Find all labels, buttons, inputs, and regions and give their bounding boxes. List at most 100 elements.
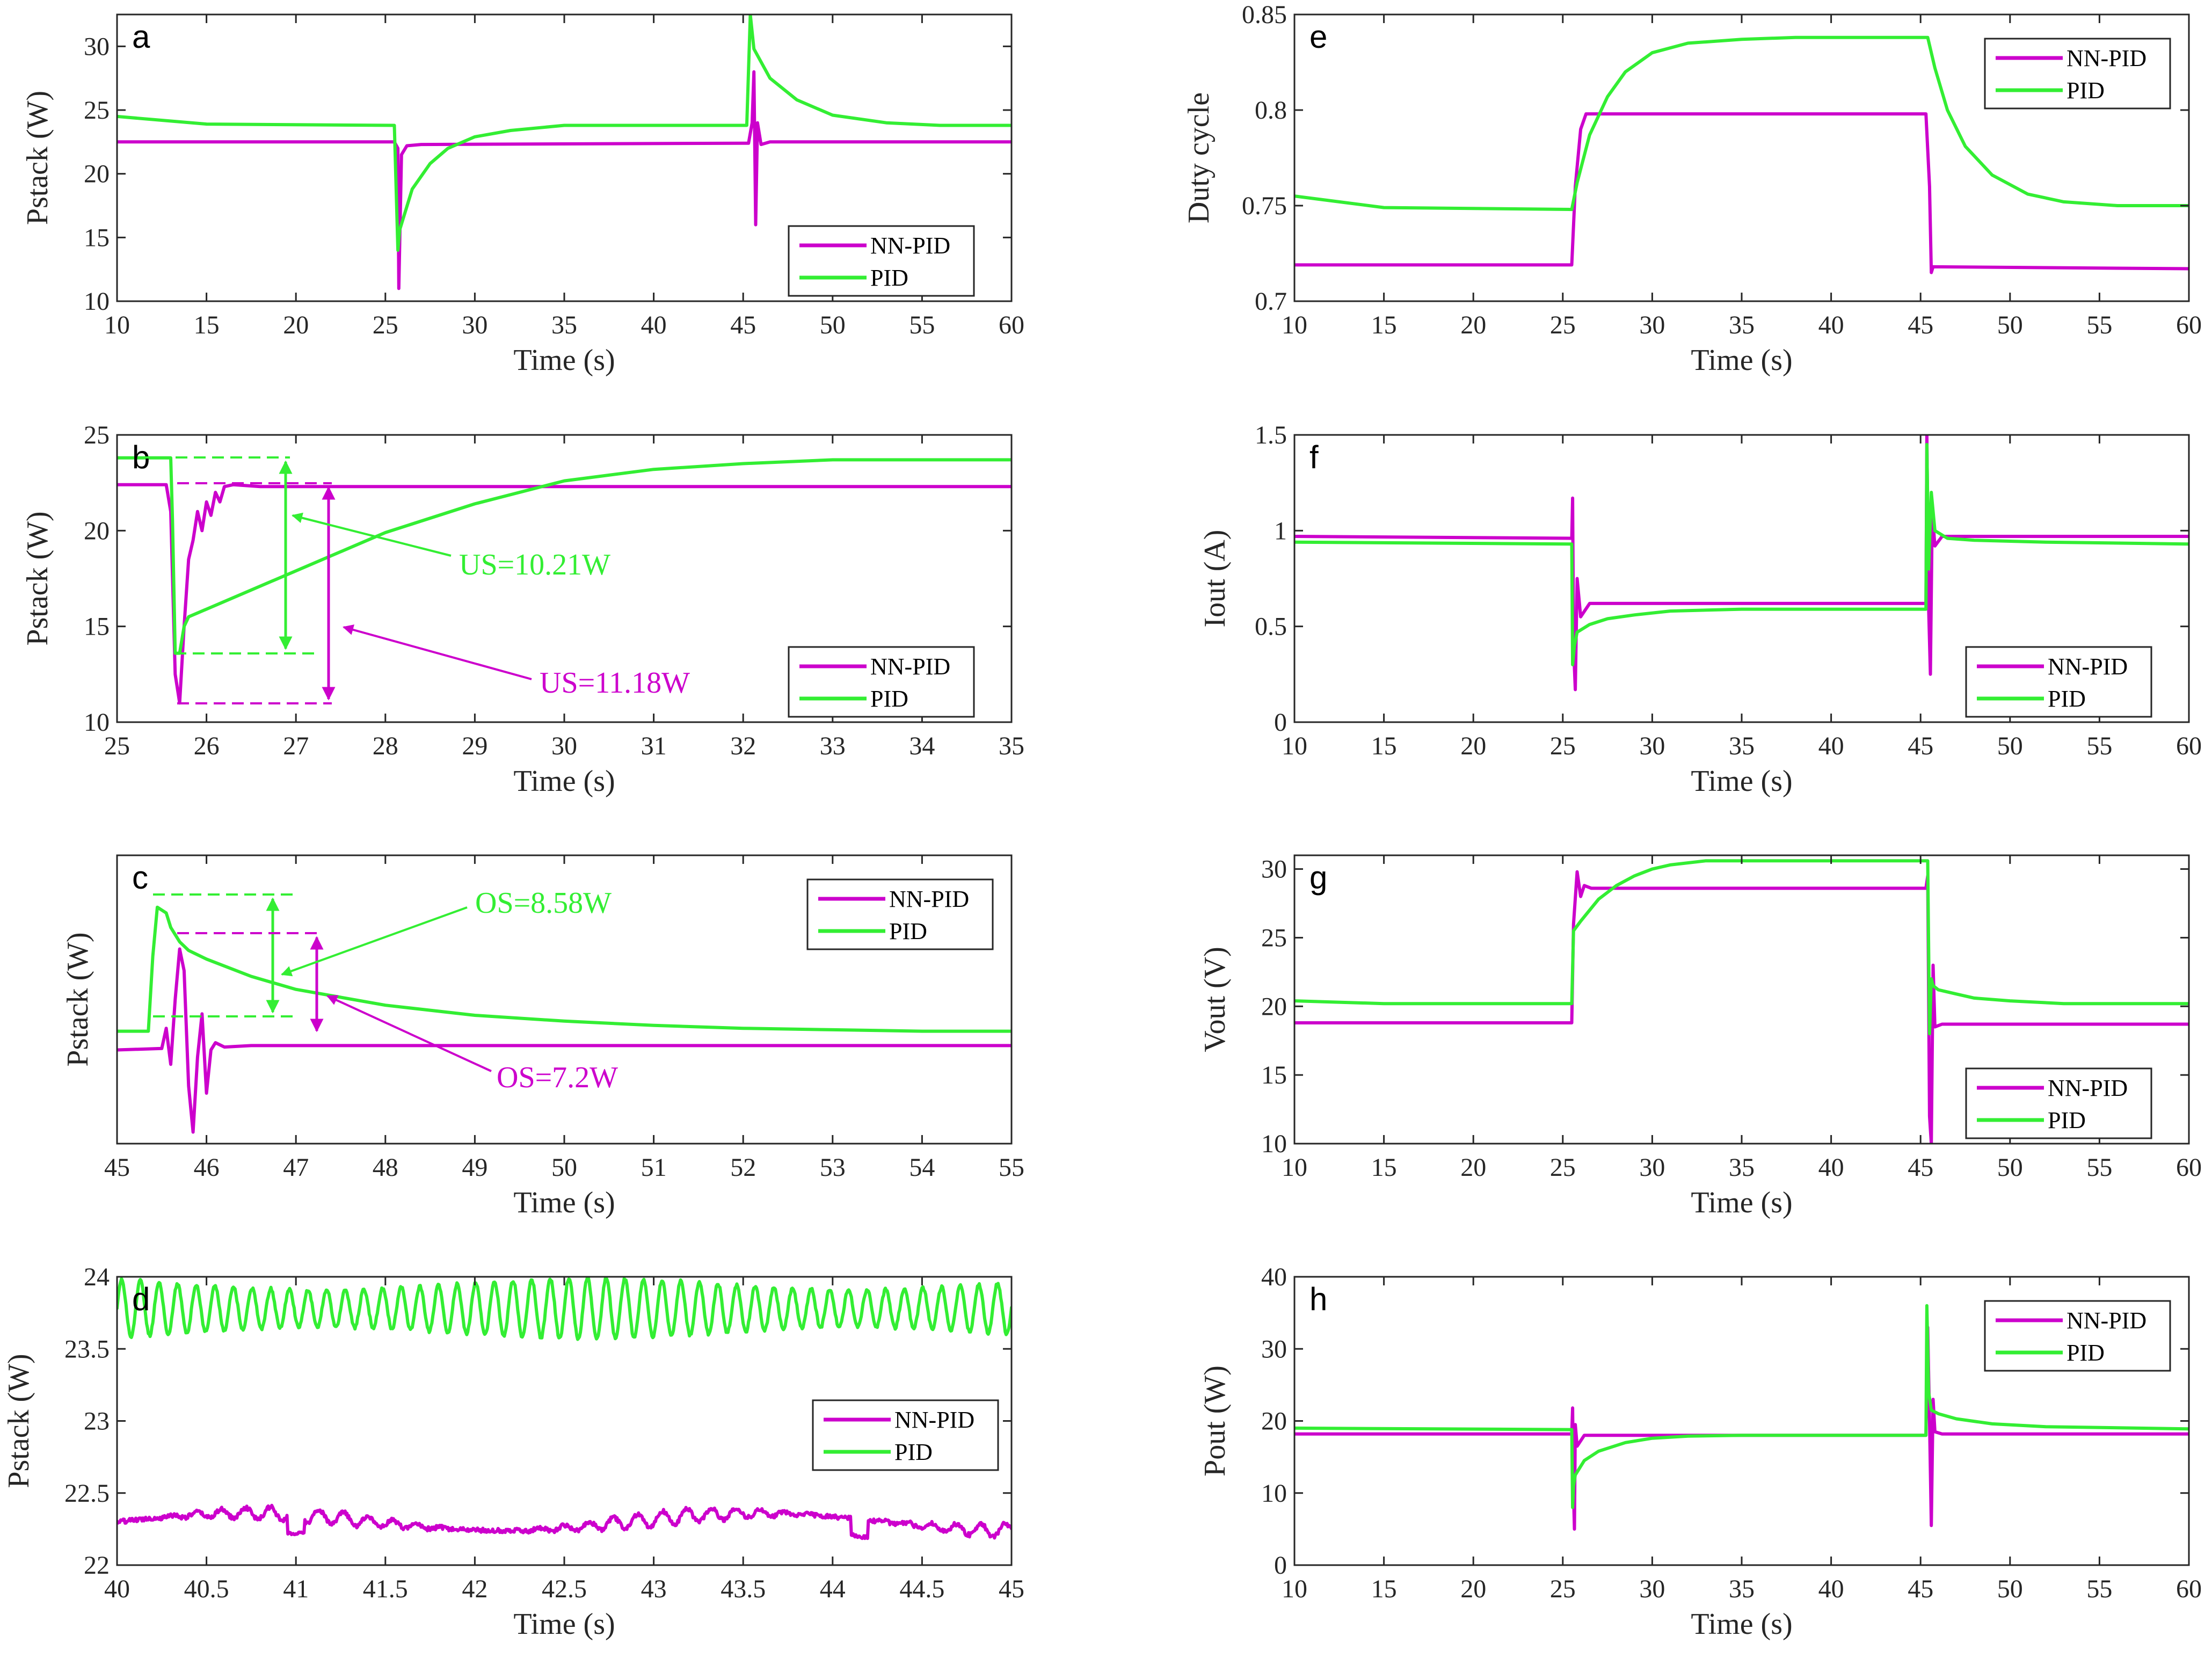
legend-label-pid-h: PID: [2067, 1340, 2105, 1366]
x-tick-label-d-8: 44: [820, 1575, 846, 1603]
x-tick-label-a-9: 55: [909, 311, 935, 339]
x-tick-label-e-7: 45: [1908, 311, 1933, 339]
series-group-c: [117, 905, 1012, 1134]
y-axis-title-d: Pstack (W): [2, 1354, 35, 1488]
x-tick-label-c-1: 46: [194, 1153, 220, 1182]
x-tick-label-f-1: 15: [1371, 732, 1397, 760]
x-tick-label-h-1: 15: [1371, 1575, 1397, 1603]
x-tick-label-g-8: 50: [1997, 1153, 2023, 1182]
x-tick-label-e-2: 20: [1460, 311, 1486, 339]
x-tick-label-a-1: 15: [194, 311, 220, 339]
x-tick-label-e-10: 60: [2176, 311, 2202, 339]
legend-label-nn-pid-g: NN-PID: [2048, 1075, 2128, 1101]
x-tick-label-e-5: 35: [1729, 311, 1755, 339]
series-line-pid-a: [117, 14, 1012, 252]
y-tick-label-d-4: 24: [84, 1263, 110, 1291]
y-tick-label-g-2: 20: [1261, 992, 1287, 1021]
y-tick-label-e-3: 0.85: [1242, 1, 1287, 29]
y-tick-label-f-0: 0: [1274, 708, 1287, 737]
os-nn-pointer: [326, 995, 492, 1072]
x-tick-label-f-10: 60: [2176, 732, 2202, 760]
legend-box-c: [806, 878, 994, 950]
x-tick-label-f-3: 25: [1550, 732, 1576, 760]
x-tick-label-d-1: 40.5: [184, 1575, 229, 1603]
legend-c: NN-PID PID: [806, 878, 994, 950]
legend-label-pid-e: PID: [2067, 77, 2105, 104]
y-tick-label-e-1: 0.75: [1242, 192, 1287, 220]
x-tick-label-c-3: 48: [373, 1153, 398, 1182]
y-tick-label-b-2: 20: [84, 517, 110, 545]
series-group-b: [117, 456, 1012, 705]
x-tick-label-a-3: 25: [373, 311, 398, 339]
x-tick-label-c-0: 45: [104, 1153, 130, 1182]
series-line-pid-f: [1294, 442, 2189, 666]
annotation-os-nn: OS=7.2W: [497, 1061, 618, 1094]
panel-f: 10 15 20 25 30 35 40 45 50 55 60 0 0.5 1 1.5 Time (s) Io…: [1198, 421, 2202, 798]
x-tick-label-g-10: 60: [2176, 1153, 2202, 1182]
x-tick-label-h-8: 50: [1997, 1575, 2023, 1603]
x-tick-label-h-6: 40: [1818, 1575, 1844, 1603]
legend-label-nn-pid-d: NN-PID: [894, 1407, 974, 1433]
x-tick-label-h-4: 30: [1639, 1575, 1665, 1603]
panel-d: 40 40.5 41 41.5 42 42.5 43 43.5 44 44.5 45 22 22.5 23…: [2, 1263, 1024, 1641]
series-line-pid-b: [117, 456, 1012, 655]
x-tick-label-b-7: 32: [730, 732, 756, 760]
x-tick-label-f-7: 45: [1908, 732, 1933, 760]
x-tick-label-b-9: 34: [909, 732, 935, 760]
x-tick-label-g-3: 25: [1550, 1153, 1576, 1182]
x-tick-label-a-6: 40: [641, 311, 667, 339]
y-tick-label-d-2: 23: [84, 1407, 110, 1436]
series-line-nn-pid-d: [117, 1503, 1012, 1540]
legend-label-nn-pid-h: NN-PID: [2067, 1307, 2146, 1334]
legend-label-nn-pid-c: NN-PID: [889, 886, 969, 912]
legend-label-nn-pid-b: NN-PID: [870, 653, 950, 680]
x-tick-label-f-9: 55: [2086, 732, 2112, 760]
legend-label-pid-d: PID: [894, 1439, 933, 1465]
x-tick-label-a-7: 45: [730, 311, 756, 339]
x-axis-title-c: Time (s): [513, 1186, 615, 1219]
series-group-g: [1294, 859, 2189, 1144]
x-tick-label-h-7: 45: [1908, 1575, 1933, 1603]
x-tick-label-e-3: 25: [1550, 311, 1576, 339]
x-tick-label-b-2: 27: [283, 732, 309, 760]
legend-box-d: [812, 1399, 999, 1471]
x-tick-label-b-4: 29: [462, 732, 487, 760]
x-tick-label-h-9: 55: [2086, 1575, 2112, 1603]
os-pid-pointer: [281, 906, 468, 977]
x-tick-label-d-10: 45: [999, 1575, 1024, 1603]
x-tick-label-a-2: 20: [283, 311, 309, 339]
x-tick-label-d-5: 42.5: [542, 1575, 587, 1603]
x-tick-label-g-5: 35: [1729, 1153, 1755, 1182]
x-tick-label-e-8: 50: [1997, 311, 2023, 339]
legend-label-nn-pid-a: NN-PID: [870, 232, 950, 259]
x-tick-label-f-2: 20: [1460, 732, 1486, 760]
x-tick-label-c-9: 54: [909, 1153, 935, 1182]
x-tick-label-g-0: 10: [1282, 1153, 1307, 1182]
x-tick-label-e-4: 30: [1639, 311, 1665, 339]
panel-label-a: a: [132, 19, 150, 55]
y-axis-title-f: Iout (A): [1198, 530, 1232, 628]
series-group-d: [117, 1277, 1012, 1540]
x-tick-label-f-4: 30: [1639, 732, 1665, 760]
x-tick-label-f-8: 50: [1997, 732, 2023, 760]
x-tick-label-f-5: 35: [1729, 732, 1755, 760]
x-tick-label-e-9: 55: [2086, 311, 2112, 339]
y-tick-label-f-3: 1.5: [1255, 421, 1287, 449]
legend-h: NN-PID PID: [1984, 1300, 2171, 1372]
x-tick-label-g-1: 15: [1371, 1153, 1397, 1182]
panel-label-c: c: [132, 860, 148, 896]
legend-label-pid-g: PID: [2048, 1107, 2086, 1133]
x-axis-title-h: Time (s): [1691, 1608, 1792, 1641]
y-axis-title-g: Vout (V): [1198, 947, 1232, 1052]
x-tick-label-h-0: 10: [1282, 1575, 1307, 1603]
legend-a: NN-PID PID: [788, 225, 975, 297]
series-line-pid-c: [117, 905, 1012, 1033]
x-tick-label-e-0: 10: [1282, 311, 1307, 339]
legend-box-g: [1965, 1067, 2152, 1139]
series-group-h: [1294, 1304, 2189, 1531]
us-nn-pointer: [343, 624, 532, 680]
series-group-a: [117, 14, 1012, 290]
series-line-pid-e: [1294, 35, 2189, 212]
